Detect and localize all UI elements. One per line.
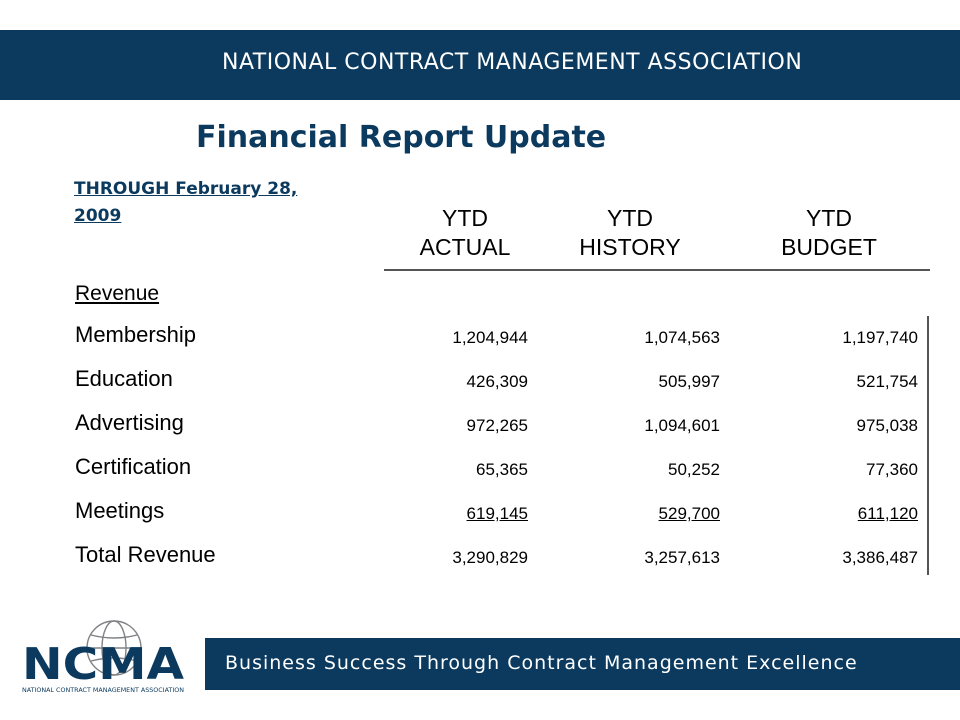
globe-icon bbox=[86, 620, 142, 676]
row-label: Membership bbox=[75, 322, 197, 347]
cell-ytd-actual: 65,365 bbox=[476, 460, 528, 479]
table-right-rule bbox=[927, 316, 929, 575]
slide-title: Financial Report Update bbox=[196, 120, 607, 155]
cell-ytd-actual: 3,290,829 bbox=[452, 548, 528, 567]
column-header-ytd-budget: YTD BUDGET bbox=[754, 204, 904, 262]
table-row-total-revenue: Total Revenue 3,290,829 3,257,613 3,386,… bbox=[0, 542, 960, 582]
cell-ytd-history: 529,700 bbox=[658, 504, 720, 523]
row-label: Education bbox=[75, 366, 173, 391]
logo-wordmark: NCMA bbox=[22, 639, 184, 690]
reporting-period: THROUGH February 28, 2009 bbox=[74, 176, 374, 230]
cell-ytd-budget: 521,754 bbox=[856, 372, 918, 391]
cell-ytd-actual: 1,204,944 bbox=[452, 328, 528, 347]
cell-ytd-budget: 77,360 bbox=[866, 460, 918, 479]
table-row-education: Education 426,309 505,997 521,754 bbox=[0, 366, 960, 406]
column-header-line1: YTD bbox=[442, 205, 488, 231]
column-header-line2: ACTUAL bbox=[419, 234, 511, 260]
column-header-line1: YTD bbox=[607, 205, 653, 231]
cell-ytd-history: 3,257,613 bbox=[644, 548, 720, 567]
row-label: Advertising bbox=[75, 410, 184, 435]
footer-band: Business Success Through Contract Manage… bbox=[205, 638, 960, 690]
column-header-ytd-history: YTD HISTORY bbox=[555, 204, 705, 262]
row-label: Certification bbox=[75, 454, 192, 479]
header-rule bbox=[384, 269, 930, 271]
column-header-line1: YTD bbox=[806, 205, 852, 231]
reporting-period-line2: 2009 bbox=[74, 206, 122, 226]
cell-ytd-history: 50,252 bbox=[668, 460, 720, 479]
cell-ytd-actual: 619,145 bbox=[466, 504, 528, 523]
row-label: Meetings bbox=[75, 498, 165, 523]
column-header-line2: BUDGET bbox=[781, 234, 877, 260]
cell-ytd-history: 505,997 bbox=[658, 372, 720, 391]
cell-ytd-budget: 1,197,740 bbox=[842, 328, 918, 347]
column-header-line2: HISTORY bbox=[579, 234, 681, 260]
organization-name: NATIONAL CONTRACT MANAGEMENT ASSOCIATION bbox=[222, 50, 803, 75]
cell-ytd-budget: 611,120 bbox=[857, 504, 918, 523]
cell-ytd-budget: 3,386,487 bbox=[842, 548, 918, 567]
cell-ytd-history: 1,074,563 bbox=[644, 328, 720, 347]
cell-ytd-history: 1,094,601 bbox=[644, 416, 720, 435]
logo-subtext: NATIONAL CONTRACT MANAGEMENT ASSOCIATION bbox=[22, 686, 184, 694]
cell-ytd-budget: 975,038 bbox=[856, 416, 918, 435]
table-row-membership: Membership 1,204,944 1,074,563 1,197,740 bbox=[0, 322, 960, 362]
section-label-revenue: Revenue bbox=[75, 282, 160, 305]
ncma-logo: NCMA NATIONAL CONTRACT MANAGEMENT ASSOCI… bbox=[22, 620, 184, 694]
tagline: Business Success Through Contract Manage… bbox=[225, 652, 858, 674]
column-header-ytd-actual: YTD ACTUAL bbox=[390, 204, 540, 262]
table-row-advertising: Advertising 972,265 1,094,601 975,038 bbox=[0, 410, 960, 450]
table-row-certification: Certification 65,365 50,252 77,360 bbox=[0, 454, 960, 494]
cell-ytd-actual: 426,309 bbox=[466, 372, 528, 391]
table-row-meetings: Meetings 619,145 529,700 611,120 bbox=[0, 498, 960, 538]
cell-ytd-actual: 972,265 bbox=[466, 416, 528, 435]
header-band bbox=[0, 30, 960, 100]
row-label: Total Revenue bbox=[75, 542, 216, 567]
reporting-period-line1: THROUGH February 28, bbox=[74, 179, 298, 199]
